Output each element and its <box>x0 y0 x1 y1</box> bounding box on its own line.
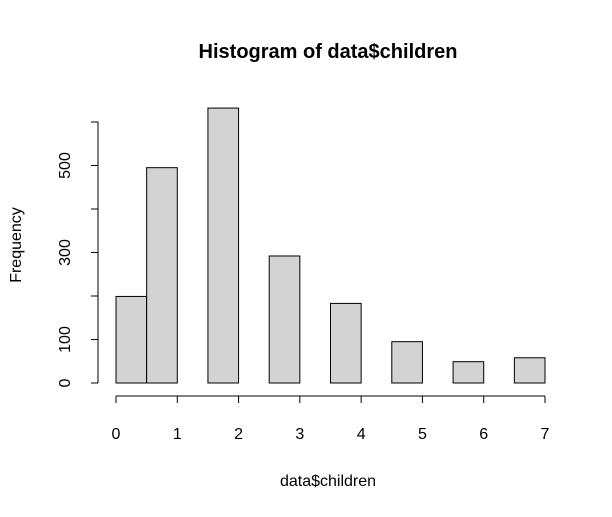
histogram-bar <box>452 361 485 384</box>
y-tick-label: 500 <box>57 152 74 179</box>
histogram-bar <box>268 255 301 384</box>
x-tick-label: 4 <box>357 426 366 443</box>
x-axis: 0 1 2 3 4 5 6 7 <box>112 395 550 443</box>
histogram-bar <box>330 302 362 384</box>
bars-group <box>115 107 546 384</box>
x-tick-label: 0 <box>112 426 121 443</box>
y-tick-label: 300 <box>57 239 74 266</box>
x-tick-label: 5 <box>418 426 427 443</box>
x-tick-label: 2 <box>234 426 243 443</box>
x-axis-label: data$children <box>280 473 376 490</box>
chart-title: Histogram of data$children <box>199 41 458 63</box>
histogram-bar <box>207 107 240 384</box>
x-tick-label: 1 <box>173 426 182 443</box>
y-axis-label: Frequency <box>8 207 25 283</box>
y-tick-label: 100 <box>57 326 74 353</box>
histogram-bar <box>146 167 178 384</box>
histogram-bar <box>513 357 546 384</box>
x-tick-label: 7 <box>541 426 550 443</box>
y-axis: 0 100 300 500 <box>57 121 99 387</box>
histogram-bar <box>391 341 423 384</box>
histogram-bar <box>115 295 148 384</box>
y-tick-label: 0 <box>57 378 74 387</box>
x-tick-label: 6 <box>479 426 488 443</box>
x-tick-label: 3 <box>295 426 304 443</box>
